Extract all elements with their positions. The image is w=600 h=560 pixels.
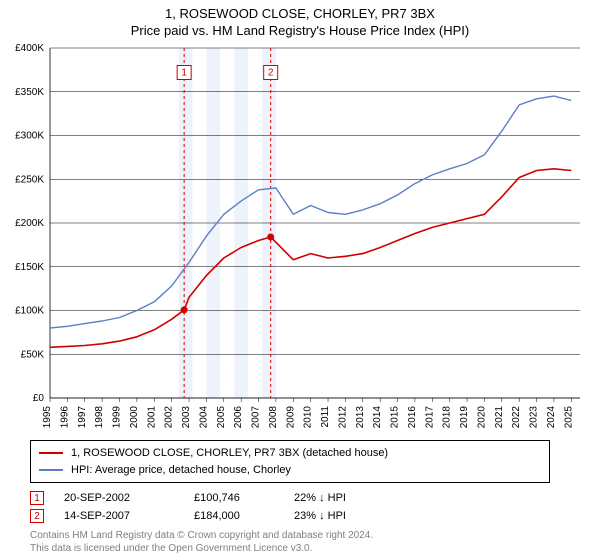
svg-text:1995: 1995 <box>42 406 53 429</box>
sale-marker: 2 <box>30 509 44 523</box>
title-address: 1, ROSEWOOD CLOSE, CHORLEY, PR7 3BX <box>0 6 600 23</box>
sale-row: 1 20-SEP-2002 £100,746 22% ↓ HPI <box>30 491 575 505</box>
legend-label: 1, ROSEWOOD CLOSE, CHORLEY, PR7 3BX (det… <box>71 445 388 462</box>
sale-marker: 1 <box>30 491 44 505</box>
svg-text:2006: 2006 <box>233 406 244 429</box>
svg-text:£200K: £200K <box>15 218 44 229</box>
price-chart: £0 £50K £100K £150K £200K £250K £300K £350K £400… <box>0 42 600 436</box>
svg-text:1997: 1997 <box>77 406 88 429</box>
footer-line-2: This data is licensed under the Open Gov… <box>30 542 575 555</box>
svg-text:£50K: £50K <box>21 349 45 360</box>
svg-text:2000: 2000 <box>129 406 140 429</box>
svg-text:1996: 1996 <box>59 406 70 429</box>
title-subtitle: Price paid vs. HM Land Registry's House … <box>0 23 600 40</box>
svg-text:2: 2 <box>268 68 274 79</box>
sale-price: £100,746 <box>194 492 274 504</box>
svg-text:2007: 2007 <box>251 406 262 429</box>
svg-text:2010: 2010 <box>303 406 314 429</box>
svg-text:2002: 2002 <box>164 406 175 429</box>
svg-text:2023: 2023 <box>529 406 540 429</box>
svg-text:2018: 2018 <box>442 406 453 429</box>
svg-text:£150K: £150K <box>15 262 44 273</box>
svg-text:2019: 2019 <box>459 406 470 429</box>
footer-line-1: Contains HM Land Registry data © Crown c… <box>30 529 575 542</box>
legend: 1, ROSEWOOD CLOSE, CHORLEY, PR7 3BX (det… <box>30 440 550 483</box>
svg-text:2009: 2009 <box>285 406 296 429</box>
svg-text:1998: 1998 <box>94 406 105 429</box>
svg-text:2011: 2011 <box>320 406 331 428</box>
svg-text:2024: 2024 <box>546 406 557 429</box>
sale-delta: 22% ↓ HPI <box>294 492 384 504</box>
svg-text:£300K: £300K <box>15 131 44 142</box>
svg-text:2008: 2008 <box>268 406 279 429</box>
sale-date: 20-SEP-2002 <box>64 492 174 504</box>
svg-text:£350K: £350K <box>15 87 44 98</box>
svg-text:£100K: £100K <box>15 306 44 317</box>
svg-text:2003: 2003 <box>181 406 192 429</box>
svg-text:2013: 2013 <box>355 406 366 429</box>
svg-text:2017: 2017 <box>424 406 435 429</box>
svg-text:2020: 2020 <box>476 406 487 429</box>
sale-delta: 23% ↓ HPI <box>294 510 384 522</box>
svg-text:2016: 2016 <box>407 406 418 429</box>
legend-swatch <box>39 469 63 471</box>
svg-text:1: 1 <box>181 68 187 79</box>
sale-date: 14-SEP-2007 <box>64 510 174 522</box>
sale-row: 2 14-SEP-2007 £184,000 23% ↓ HPI <box>30 509 575 523</box>
svg-text:2014: 2014 <box>372 406 383 429</box>
svg-text:£250K: £250K <box>15 174 44 185</box>
svg-text:2022: 2022 <box>511 406 522 429</box>
svg-text:2001: 2001 <box>146 406 157 429</box>
legend-label: HPI: Average price, detached house, Chor… <box>71 462 291 479</box>
sale-rows: 1 20-SEP-2002 £100,746 22% ↓ HPI 2 14-SEP-200… <box>30 491 575 523</box>
svg-text:2005: 2005 <box>216 406 227 429</box>
footer: Contains HM Land Registry data © Crown c… <box>30 529 575 555</box>
svg-text:£400K: £400K <box>15 43 44 54</box>
svg-text:2025: 2025 <box>563 406 574 429</box>
svg-text:£0: £0 <box>33 393 45 404</box>
legend-swatch <box>39 452 63 454</box>
svg-text:2012: 2012 <box>337 406 348 429</box>
svg-text:2021: 2021 <box>494 406 505 429</box>
svg-text:2004: 2004 <box>198 406 209 429</box>
legend-item: HPI: Average price, detached house, Chor… <box>39 462 541 479</box>
sale-price: £184,000 <box>194 510 274 522</box>
svg-text:1999: 1999 <box>112 406 123 429</box>
svg-text:2015: 2015 <box>390 406 401 429</box>
legend-item: 1, ROSEWOOD CLOSE, CHORLEY, PR7 3BX (det… <box>39 445 541 462</box>
